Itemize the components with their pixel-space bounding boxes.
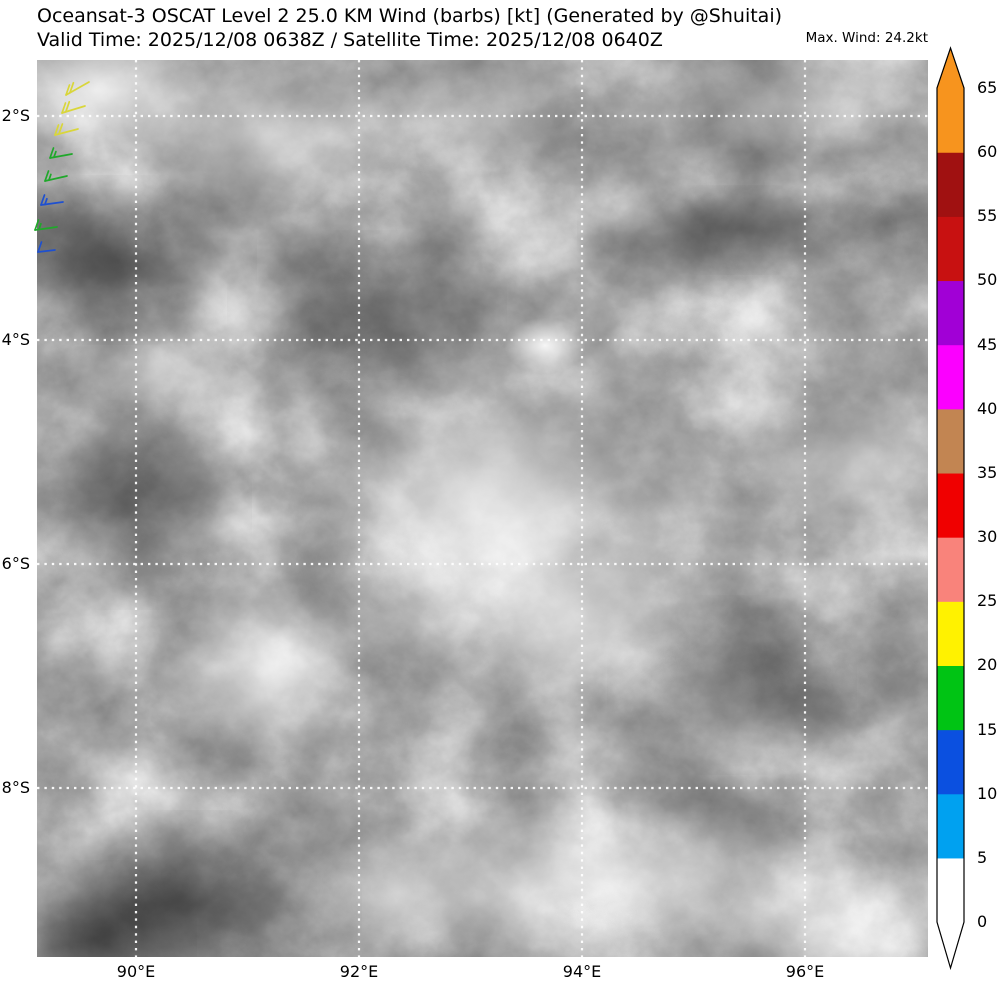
colorbar-outline [936, 46, 965, 971]
colorbar-tick-label: 0 [977, 912, 988, 931]
lon-tick-label: 92°E [339, 962, 379, 981]
lon-tick-label: 94°E [562, 962, 602, 981]
lat-tick-label: 4°S [1, 330, 30, 349]
colorbar-tick-label: 30 [977, 527, 998, 547]
lon-tick-label: 96°E [785, 962, 825, 981]
colorbar-segment [937, 88, 964, 153]
colorbar-tick-label: 25 [977, 591, 998, 611]
colorbar-tick-label: 15 [977, 719, 998, 739]
colorbar-segment [937, 152, 964, 217]
figure-subtitle: Valid Time: 2025/12/08 0638Z / Satellite… [37, 29, 663, 51]
cloud-brightness-patches [37, 60, 928, 957]
colorbar-tick-label: 55 [977, 206, 998, 226]
lat-tick-label: 6°S [1, 554, 30, 573]
colorbar-arrow-bottom [937, 922, 964, 968]
figure-title: Oceansat-3 OSCAT Level 2 25.0 KM Wind (b… [37, 5, 783, 27]
lat-tick-label: 8°S [1, 778, 30, 797]
colorbar-tick-label: 20 [977, 655, 998, 675]
colorbar-segment [937, 857, 964, 923]
colorbar-segment [937, 729, 964, 795]
colorbar-segment [937, 280, 964, 346]
colorbar-tick-label: 10 [977, 783, 998, 803]
colorbar-segment [937, 408, 964, 474]
colorbar-tick-label: 35 [977, 462, 998, 482]
colorbar-tick-label: 50 [977, 270, 998, 290]
colorbar-segment [937, 472, 964, 538]
lon-tick-label: 90°E [116, 962, 156, 981]
colorbar-tick-label: 60 [977, 142, 998, 162]
colorbar-tick-label: 65 [977, 78, 998, 97]
colorbar-tick-label: 5 [977, 847, 988, 867]
colorbar-segment [937, 344, 964, 410]
colorbar-segment [937, 216, 964, 282]
colorbar-tick-label: 40 [977, 398, 998, 418]
lat-tick-label: 2°S [1, 106, 30, 125]
colorbar-tick-label: 45 [977, 334, 998, 354]
satellite-image [37, 60, 928, 957]
colorbar-segment [937, 537, 964, 602]
max-wind-label: Max. Wind: 24.2kt [805, 30, 928, 46]
colorbar-segment [937, 665, 964, 731]
colorbar-segment [937, 793, 964, 859]
colorbar-segment [937, 601, 964, 666]
colorbar-arrow-top [937, 48, 964, 88]
